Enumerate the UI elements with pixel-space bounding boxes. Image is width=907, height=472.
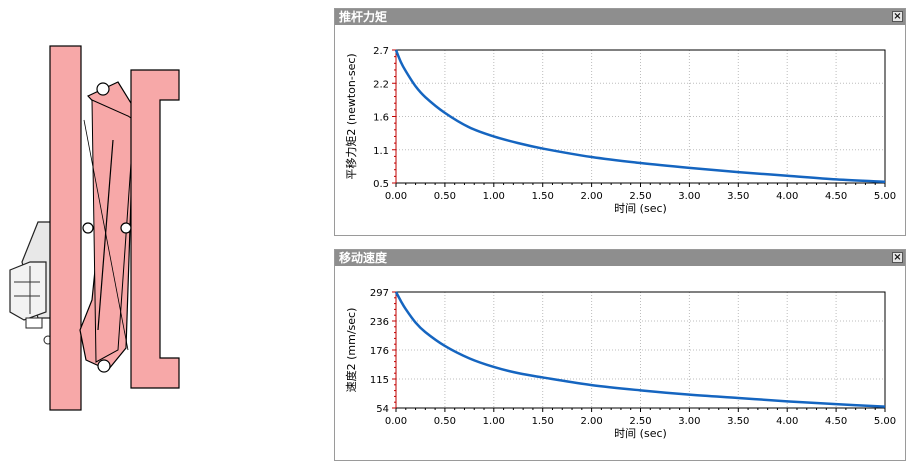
x-tick-label: 5.00	[874, 191, 896, 202]
panel-title: 移动速度	[339, 251, 388, 265]
y-tick-label: 115	[370, 375, 389, 386]
x-tick-label: 2.00	[580, 416, 602, 427]
x-tick-label: 3.50	[727, 416, 749, 427]
y-tick-label: 297	[370, 288, 389, 299]
x-tick-label: 1.50	[532, 416, 554, 427]
y-tick-label: 1.1	[373, 146, 389, 157]
torque-chart-panel: 推杆力矩 × 0.00 0.50 1.00 1.50 2.00 2.50 3.00 3.50 4…	[334, 8, 906, 236]
x-tick-label: 1.00	[483, 191, 505, 202]
close-icon[interactable]: ×	[892, 252, 903, 263]
x-tick-label: 3.00	[678, 191, 700, 202]
x-tick-label: 4.00	[776, 191, 798, 202]
x-tick-label: 4.00	[776, 416, 798, 427]
speed-chart: 0.00 0.50 1.00 1.50 2.00 2.50 3.00 3.50 4.00 4.50…	[344, 288, 896, 440]
x-tick-label: 2.50	[629, 416, 651, 427]
x-tick-label: 0.00	[385, 416, 407, 427]
y-tick-label: 54	[376, 404, 389, 415]
x-tick-label: 4.50	[825, 416, 847, 427]
y-tick-label: 176	[370, 346, 389, 357]
y-tick-label: 2.7	[373, 46, 389, 57]
x-tick-label: 4.50	[825, 191, 847, 202]
panel-title-bar[interactable]: 推杆力矩 ×	[335, 9, 905, 25]
y-axis-title: 速度2 (mm/sec)	[344, 308, 358, 393]
x-axis-title: 时间 (sec)	[614, 427, 667, 440]
panel-title-bar[interactable]: 移动速度 ×	[335, 250, 905, 266]
close-icon[interactable]: ×	[892, 11, 903, 22]
x-axis-title: 时间 (sec)	[614, 202, 667, 215]
speed-chart-panel: 移动速度 × 0.00 0.50 1.00 1.50 2.00 2.50 3.00 3.50 4…	[334, 249, 906, 461]
x-tick-label: 5.00	[874, 416, 896, 427]
y-axis-title: 平移力矩2 (newton-sec)	[345, 53, 358, 179]
x-tick-label: 0.00	[385, 191, 407, 202]
panel-title: 推杆力矩	[339, 10, 388, 24]
x-tick-label: 1.50	[532, 191, 554, 202]
x-tick-label: 2.00	[580, 191, 602, 202]
x-tick-label: 0.50	[434, 416, 456, 427]
x-tick-label: 1.00	[483, 416, 505, 427]
mechanism-drawing	[9, 45, 180, 411]
y-tick-label: 0.5	[373, 179, 389, 190]
x-tick-label: 3.50	[727, 191, 749, 202]
y-tick-label: 1.6	[373, 113, 389, 124]
y-tick-label: 236	[370, 317, 389, 328]
scissor-link	[79, 81, 135, 373]
series-line	[394, 49, 886, 184]
right-bracket	[130, 69, 180, 389]
x-tick-label: 2.50	[629, 191, 651, 202]
x-tick-label: 0.50	[434, 191, 456, 202]
left-plate	[49, 45, 82, 411]
x-tick-label: 3.00	[678, 416, 700, 427]
torque-chart: 0.00 0.50 1.00 1.50 2.00 2.50 3.00 3.50 4.00 4.50…	[345, 46, 896, 215]
y-tick-label: 2.2	[373, 79, 389, 90]
series-line	[394, 291, 886, 408]
